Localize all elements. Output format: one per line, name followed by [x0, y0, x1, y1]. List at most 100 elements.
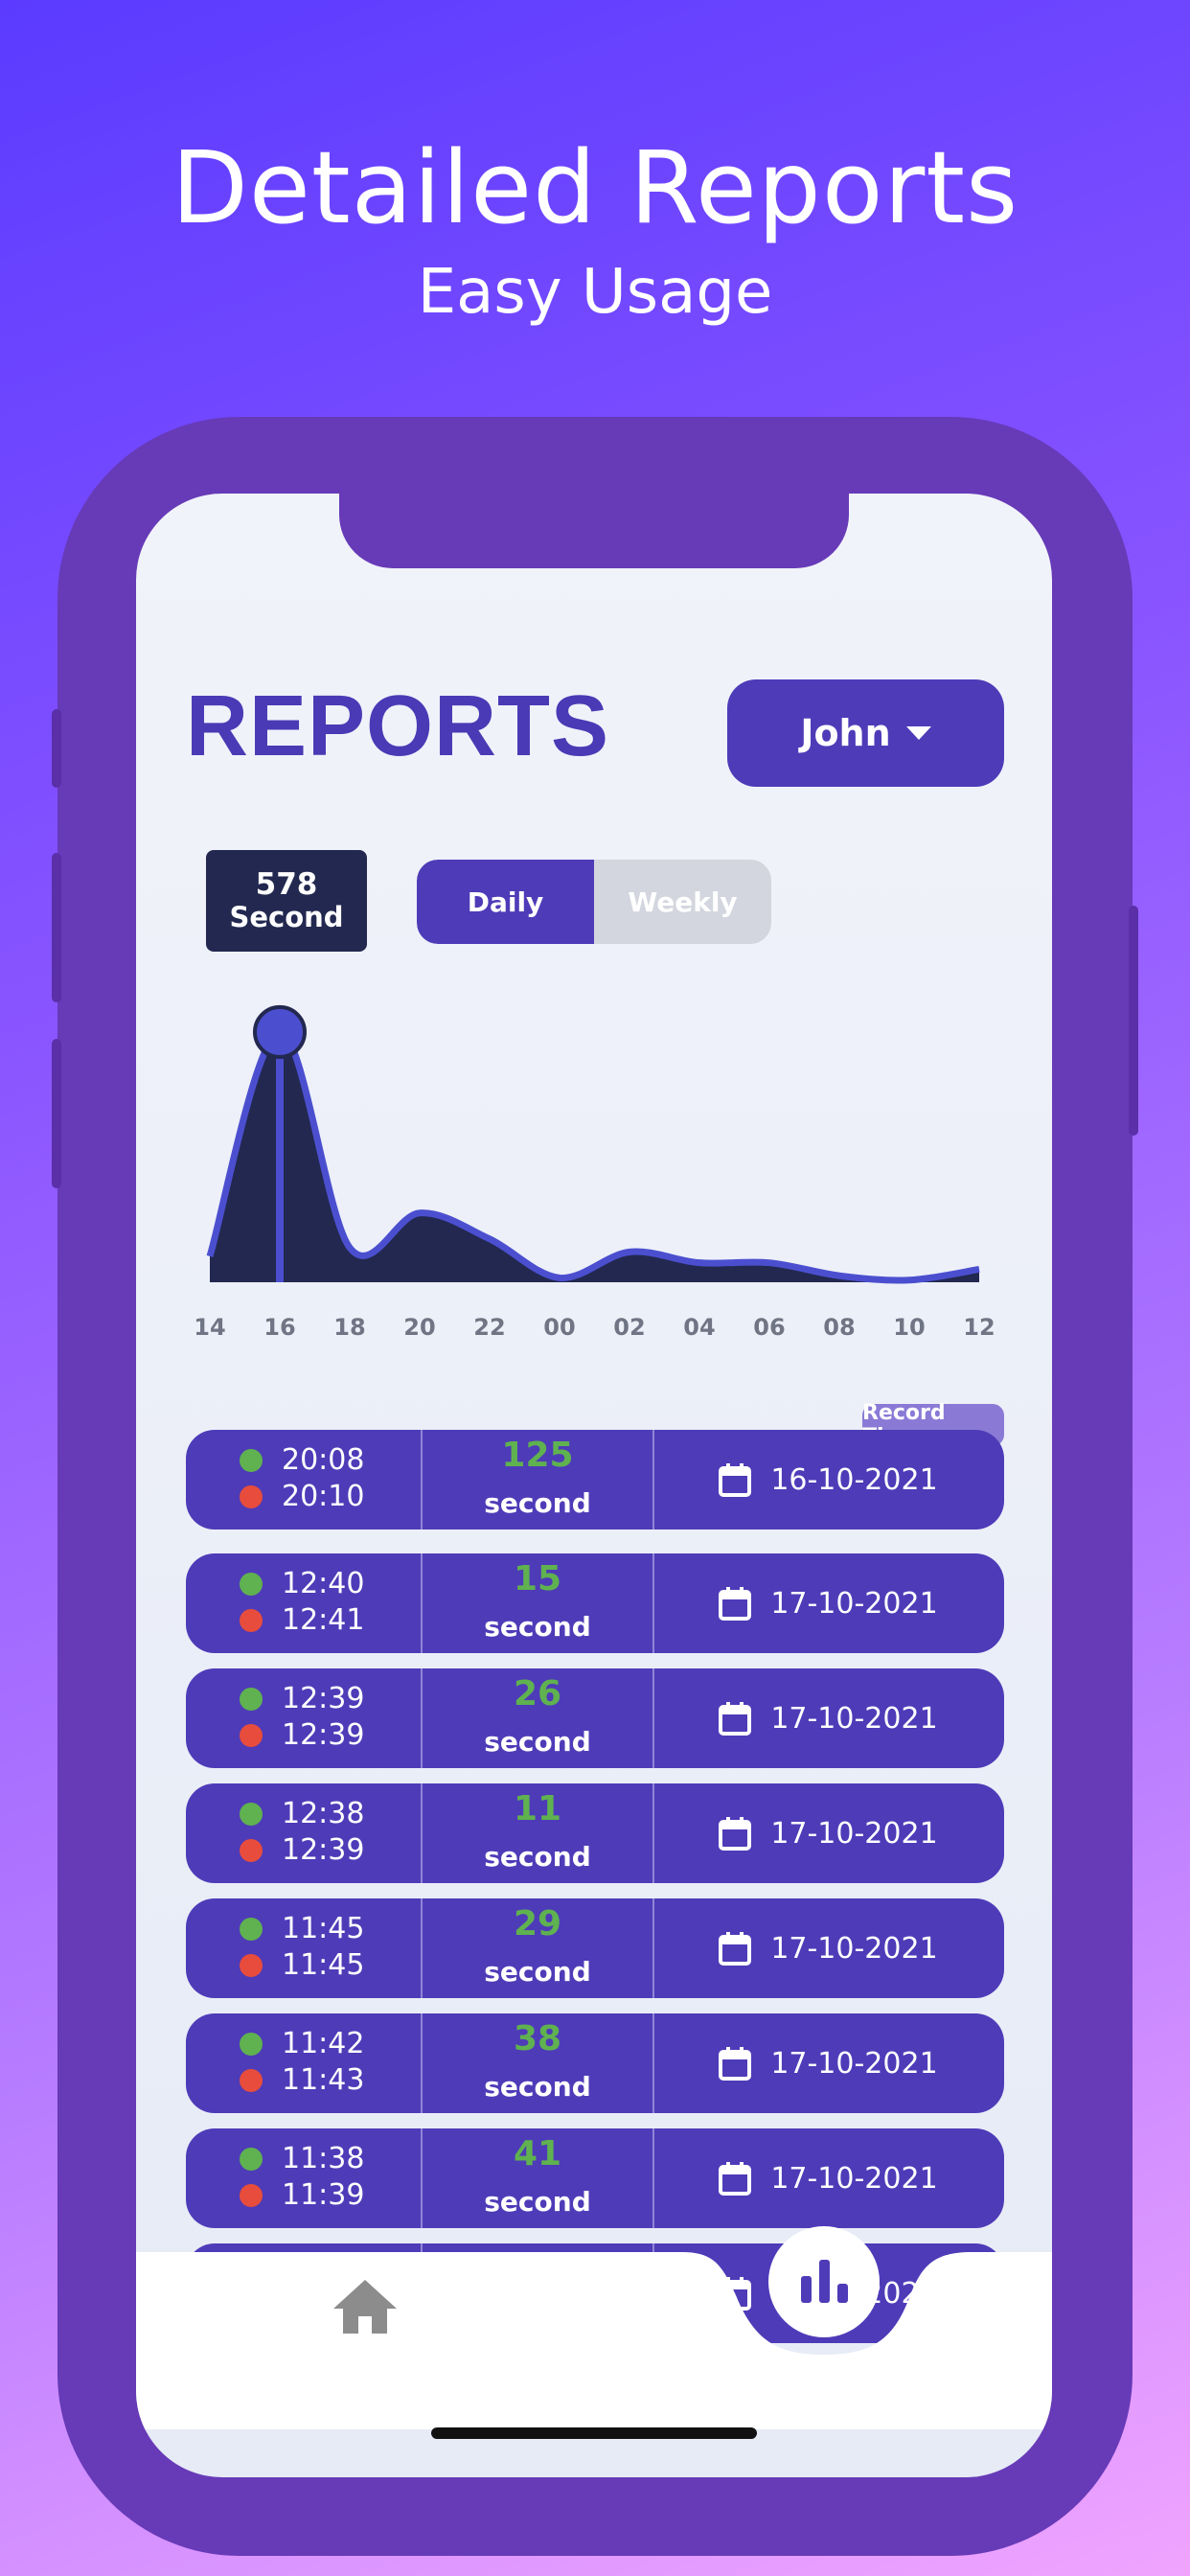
end-time: 11:43 — [282, 2063, 365, 2097]
start-time-line: 11:42 — [240, 2027, 364, 2060]
x-tick-label: 08 — [823, 1314, 855, 1341]
start-time: 11:42 — [282, 2027, 365, 2060]
tab-daily[interactable]: Daily — [417, 860, 594, 944]
phone-power-button — [1129, 906, 1138, 1136]
chart-tooltip: 578 Second — [206, 850, 367, 952]
home-indicator — [431, 2427, 757, 2439]
record-times: 12:38 12:39 — [186, 1783, 420, 1883]
record-row[interactable]: 12:39 12:39 26 second 17-10-2021 — [186, 1668, 1004, 1768]
record-duration: 26 second — [421, 1668, 654, 1768]
x-tick-label: 02 — [613, 1314, 645, 1341]
x-tick-label: 20 — [403, 1314, 435, 1341]
tab-weekly[interactable]: Weekly — [628, 886, 738, 918]
calendar-icon — [719, 1702, 752, 1736]
chart-marker-dot — [253, 1004, 307, 1059]
page-title: REPORTS — [186, 678, 610, 774]
start-time: 12:39 — [282, 1682, 365, 1715]
start-time: 12:40 — [282, 1567, 365, 1600]
record-times: 12:39 12:39 — [186, 1668, 420, 1768]
end-dot-icon — [240, 2183, 263, 2207]
calendar-icon — [719, 1817, 752, 1851]
calendar-icon — [719, 1463, 752, 1497]
duration-value: 38 — [513, 2019, 562, 2058]
record-duration: 41 second — [421, 2128, 654, 2228]
phone-notch — [339, 494, 849, 568]
record-row[interactable]: 12:38 12:39 11 second 17-10-2021 — [186, 1783, 1004, 1883]
duration-value: 41 — [513, 2134, 562, 2174]
end-dot-icon — [240, 1484, 263, 1508]
x-tick-label: 00 — [543, 1314, 575, 1341]
record-row[interactable]: 11:42 11:43 38 second 17-10-2021 — [186, 2013, 1004, 2113]
start-dot-icon — [240, 2032, 263, 2056]
x-tick-label: 06 — [753, 1314, 785, 1341]
start-dot-icon — [240, 1687, 263, 1711]
start-time: 11:38 — [282, 2142, 365, 2175]
end-time-line: 12:41 — [240, 1603, 364, 1637]
end-time-line: 11:43 — [240, 2063, 364, 2097]
x-tick-label: 14 — [194, 1314, 225, 1341]
start-time: 12:38 — [282, 1797, 365, 1830]
record-duration: 125 second — [421, 1430, 654, 1530]
tooltip-unit: Second — [229, 901, 344, 933]
date-text: 17-10-2021 — [770, 1701, 938, 1736]
record-date: 17-10-2021 — [652, 1783, 1004, 1883]
duration-value: 11 — [513, 1789, 562, 1828]
duration-unit: second — [484, 1611, 591, 1643]
phone-side-button — [52, 709, 61, 788]
end-time: 12:39 — [282, 1833, 365, 1867]
record-times: 11:42 11:43 — [186, 2013, 420, 2113]
end-dot-icon — [240, 1838, 263, 1862]
record-row[interactable]: 12:40 12:41 15 second 17-10-2021 — [186, 1553, 1004, 1653]
duration-value: 15 — [513, 1559, 562, 1598]
phone-volume-up — [52, 853, 61, 1002]
bar-chart-icon[interactable] — [801, 2260, 848, 2303]
date-text: 17-10-2021 — [770, 1816, 938, 1851]
start-time: 11:45 — [282, 1912, 365, 1945]
start-dot-icon — [240, 1448, 263, 1472]
usage-chart: 14 16 18 20 22 00 02 04 06 08 10 12 — [194, 1004, 995, 1341]
user-select-dropdown[interactable]: John — [727, 679, 1004, 787]
duration-unit: second — [484, 2071, 591, 2103]
end-time-line: 20:10 — [240, 1480, 364, 1513]
date-text: 17-10-2021 — [770, 1586, 938, 1621]
record-date: 17-10-2021 — [652, 2128, 1004, 2228]
end-dot-icon — [240, 1723, 263, 1747]
end-time: 12:39 — [282, 1718, 365, 1752]
tooltip-value: 578 — [255, 867, 318, 902]
duration-value: 29 — [513, 1904, 562, 1944]
record-times: 11:38 11:39 — [186, 2128, 420, 2228]
record-duration: 38 second — [421, 2013, 654, 2113]
bottom-nav-bg — [136, 2252, 1052, 2429]
phone-volume-down — [52, 1039, 61, 1188]
start-time-line: 12:38 — [240, 1797, 364, 1830]
record-row[interactable]: 11:45 11:45 29 second 17-10-2021 — [186, 1898, 1004, 1998]
end-dot-icon — [240, 2068, 263, 2092]
record-date: 17-10-2021 — [652, 1553, 1004, 1653]
record-row[interactable]: 20:08 20:10 125 second 16-10-2021 — [186, 1430, 1004, 1530]
record-date: 17-10-2021 — [652, 2013, 1004, 2113]
end-time: 12:41 — [282, 1603, 365, 1637]
record-row[interactable]: 11:38 11:39 41 second 17-10-2021 — [186, 2128, 1004, 2228]
calendar-icon — [719, 2047, 752, 2081]
x-tick-label: 10 — [893, 1314, 925, 1341]
record-date: 17-10-2021 — [652, 1898, 1004, 1998]
duration-unit: second — [484, 1487, 591, 1519]
record-duration: 29 second — [421, 1898, 654, 1998]
calendar-icon — [719, 1587, 752, 1621]
home-icon[interactable] — [333, 2280, 397, 2334]
start-dot-icon — [240, 2147, 263, 2171]
promo-headline: Detailed Reports — [171, 129, 1019, 246]
end-time: 11:45 — [282, 1948, 365, 1982]
start-dot-icon — [240, 1572, 263, 1596]
duration-unit: second — [484, 2186, 591, 2218]
duration-unit: second — [484, 1841, 591, 1873]
start-time: 20:08 — [282, 1443, 365, 1477]
record-date: 17-10-2021 — [652, 1668, 1004, 1768]
app-screen: REPORTS John 578 Second Daily Weekly 14 1… — [136, 494, 1052, 2477]
start-time-line: 20:08 — [240, 1443, 364, 1477]
end-time: 11:39 — [282, 2178, 365, 2212]
date-text: 17-10-2021 — [770, 1931, 938, 1966]
chart-series-line — [206, 1028, 980, 1284]
end-time-line: 12:39 — [240, 1718, 364, 1752]
start-dot-icon — [240, 1802, 263, 1826]
